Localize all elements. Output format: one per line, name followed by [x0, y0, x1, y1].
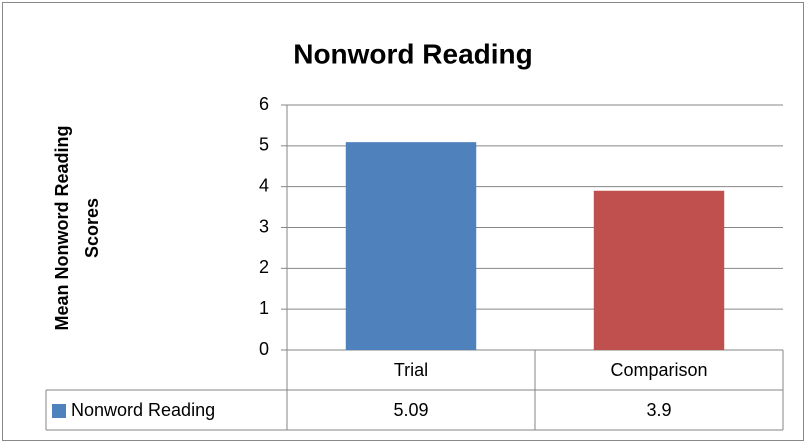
y-tick-label: 3: [259, 216, 269, 236]
y-tick-label: 1: [259, 298, 269, 318]
legend-key: [52, 404, 66, 418]
y-tick-label: 0: [259, 339, 269, 359]
bar: [593, 190, 725, 350]
y-tick-label: 4: [259, 175, 269, 195]
y-tick-label: 5: [259, 135, 269, 155]
chart-title: Nonword Reading: [293, 38, 533, 69]
y-tick-label: 2: [259, 257, 269, 277]
y-axis-title: Mean Nonword Reading Scores: [52, 125, 102, 331]
legend-label: Nonword Reading: [71, 400, 215, 420]
x-tick-label: Comparison: [610, 360, 707, 380]
bar: [345, 142, 477, 350]
y-tick-label: 6: [259, 94, 269, 114]
table-value: 5.09: [393, 400, 428, 420]
table-value: 3.9: [646, 400, 671, 420]
x-tick-label: Trial: [394, 360, 428, 380]
